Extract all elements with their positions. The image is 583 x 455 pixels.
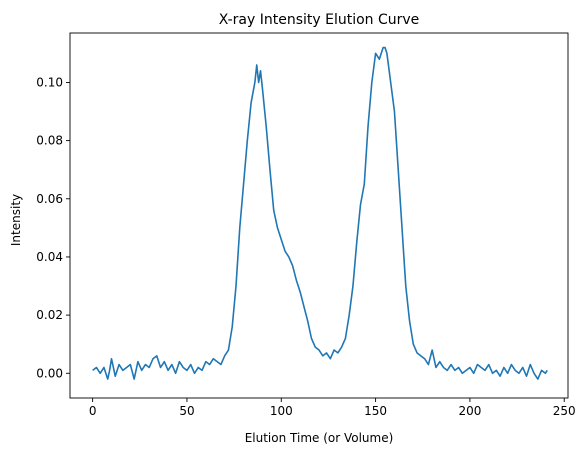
y-axis-label: Intensity: [9, 194, 23, 246]
x-axis-label: Elution Time (or Volume): [245, 431, 394, 445]
x-tick-label: 250: [553, 404, 576, 418]
plot-area: 0 50 100 150 200 250 0.00 0.02 0.04 0.06 0.08 0.10: [36, 32, 576, 418]
y-tick-label: 0.00: [36, 366, 63, 380]
x-tick-label: 150: [364, 404, 387, 418]
y-tick-label: 0.08: [36, 134, 63, 148]
y-tick-label: 0.04: [36, 250, 63, 264]
x-tick-label: 100: [270, 404, 293, 418]
y-tick-label: 0.02: [36, 308, 63, 322]
series-line-0: [92, 46, 548, 380]
y-tick-label: 0.06: [36, 192, 63, 206]
y-tick-label: 0.10: [36, 75, 63, 89]
x-tick-label: 0: [89, 404, 97, 418]
x-tick-label: 200: [458, 404, 481, 418]
axes-frame: [69, 32, 569, 399]
x-tick-label: 50: [179, 404, 194, 418]
chart-title: X-ray Intensity Elution Curve: [219, 12, 420, 28]
